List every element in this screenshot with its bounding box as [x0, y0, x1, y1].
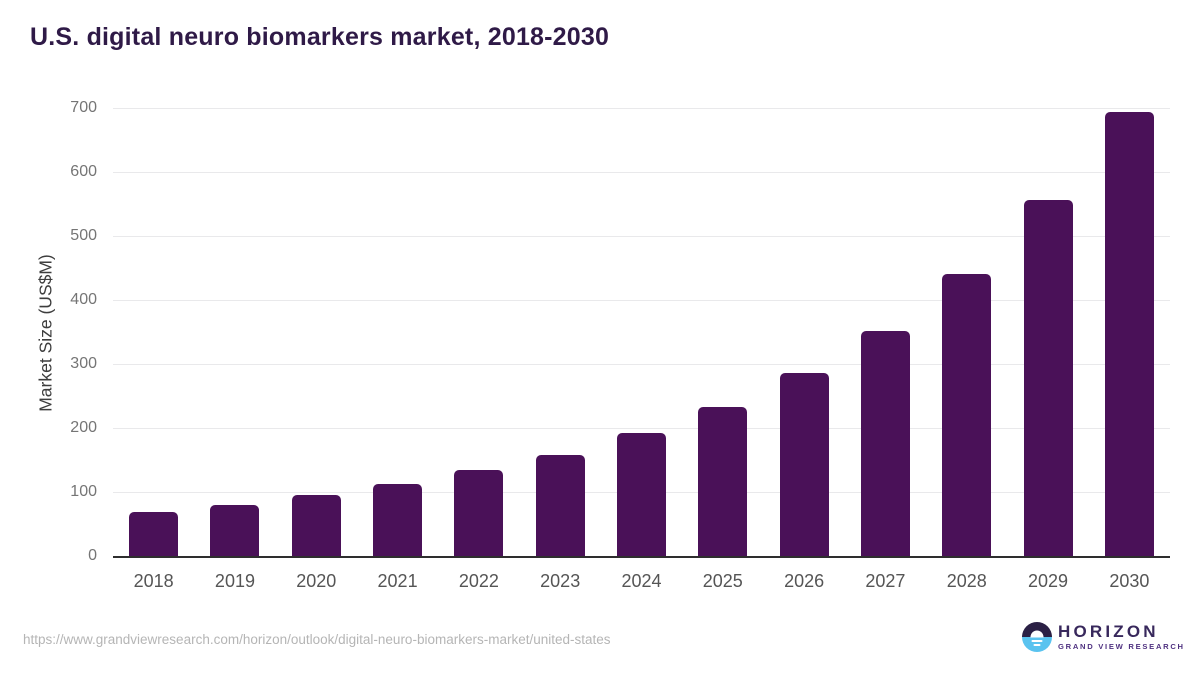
gridline-400 [113, 300, 1170, 301]
x-axis-label-2027: 2027 [865, 571, 906, 591]
logo-wordmark: HORIZON [1058, 622, 1159, 642]
horizon-line-icon [1031, 639, 1043, 642]
chart-title: U.S. digital neuro biomarkers market, 20… [30, 23, 610, 51]
y-tick-label-0: 0 [88, 547, 97, 564]
x-axis-label-2025: 2025 [702, 571, 743, 591]
horizon-logo: HORIZON GRAND VIEW RESEARCH [1022, 622, 1185, 652]
x-axis-label-2026: 2026 [784, 571, 825, 591]
x-axis-label-2028: 2028 [946, 571, 987, 591]
y-tick-label-100: 100 [70, 483, 97, 500]
bar-2027 [860, 330, 910, 556]
source-url: https://www.grandviewresearch.com/horizo… [23, 632, 611, 647]
bar-2018 [129, 512, 179, 556]
bar-2020 [291, 494, 341, 556]
gridline-500 [113, 236, 1170, 237]
bar-2023 [535, 454, 585, 556]
x-axis-label-2020: 2020 [296, 571, 337, 591]
gridline-600 [113, 172, 1170, 173]
x-axis-label-2023: 2023 [540, 571, 581, 591]
bar-2024 [617, 433, 666, 556]
y-tick-label-300: 300 [70, 355, 97, 372]
logo-text: HORIZON GRAND VIEW RESEARCH [1058, 623, 1185, 651]
y-axis-ticks: 0 100 200 300 400 500 600 700 [51, 99, 97, 564]
gridline-700 [113, 108, 1170, 109]
x-axis-label-2024: 2024 [621, 571, 662, 591]
bar-2021 [373, 483, 423, 556]
x-axis-label-2021: 2021 [377, 571, 418, 591]
bar-2028 [942, 273, 992, 556]
x-axis-label-2029: 2029 [1028, 571, 1069, 591]
x-axis-label-2018: 2018 [133, 571, 174, 591]
bar-2019 [210, 504, 260, 556]
sun-icon [1030, 630, 1044, 637]
x-axis-label-2022: 2022 [458, 571, 499, 591]
x-axis-label-2019: 2019 [214, 571, 255, 591]
y-tick-label-700: 700 [70, 99, 97, 116]
x-axis-labels: 2018 2019 2020 2021 2022 2023 2024 2025 2026 2027… [113, 571, 1170, 595]
gridline-200 [113, 428, 1170, 429]
logo-subtitle: GRAND VIEW RESEARCH [1058, 642, 1185, 652]
y-tick-label-400: 400 [70, 291, 97, 308]
bar-2030 [1104, 111, 1154, 556]
bar-2029 [1023, 199, 1073, 556]
bar-2026 [779, 372, 829, 556]
y-tick-label-200: 200 [70, 419, 97, 436]
bar-2025 [698, 406, 748, 556]
x-axis-label-2030: 2030 [1109, 571, 1150, 591]
horizon-line-icon [1033, 643, 1041, 646]
y-tick-label-500: 500 [70, 227, 97, 244]
y-tick-label-600: 600 [70, 163, 97, 180]
horizon-logo-icon [1022, 622, 1052, 652]
bar-2022 [454, 470, 504, 556]
gridline-300 [113, 364, 1170, 365]
plot-area [113, 108, 1170, 558]
